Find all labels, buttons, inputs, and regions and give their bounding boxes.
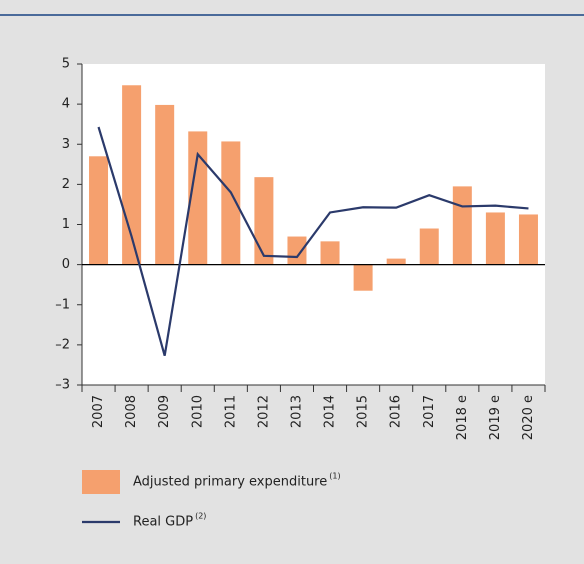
line [97, 126, 529, 357]
bar [221, 141, 241, 265]
x-tick-label: 2014 [323, 395, 338, 428]
y-tick-label: 4 [62, 97, 70, 112]
y-tick-label: –3 [55, 378, 70, 393]
bar [353, 264, 373, 291]
x-tick-label: 2010 [190, 395, 205, 428]
x-tick-label: 2009 [157, 395, 172, 428]
legend-label: Real GDP [133, 515, 193, 530]
y-tick-label: 5 [62, 57, 70, 72]
bar [485, 212, 505, 265]
x-tick-label: 2011 [223, 395, 238, 428]
x-tick-label: 2008 [124, 395, 139, 428]
bar [155, 104, 175, 265]
x-tick-label: 2012 [256, 395, 271, 428]
y-tick-label: 2 [62, 177, 70, 192]
x-tick-label: 2018 e [455, 395, 470, 440]
legend-note: (1) [329, 472, 340, 481]
bar [254, 177, 274, 265]
legend-label: Adjusted primary expenditure [133, 475, 327, 490]
bar [386, 258, 406, 265]
y-tick-label: 1 [62, 217, 70, 232]
x-tick-label: 2007 [91, 395, 106, 428]
x-tick-label: 2017 [422, 395, 437, 428]
bar [452, 186, 472, 265]
x-tick-label: 2016 [389, 395, 404, 428]
legend-swatch [82, 470, 120, 494]
bar [320, 241, 340, 265]
x-tick-label: 2013 [289, 395, 304, 428]
bar [89, 156, 109, 265]
y-tick-label: –2 [55, 337, 70, 352]
bar [188, 131, 208, 265]
y-tick-label: 0 [62, 257, 70, 272]
x-tick-label: 2015 [356, 395, 371, 428]
y-tick-label: 3 [62, 137, 70, 152]
bar [518, 214, 538, 265]
y-tick-label: –1 [55, 297, 70, 312]
x-tick-label: 2019 e [488, 395, 503, 440]
bar [287, 236, 307, 265]
x-tick-label: 2020 e [521, 395, 536, 440]
bar [419, 228, 439, 265]
legend-note: (2) [195, 512, 206, 521]
plot-area [82, 64, 545, 385]
